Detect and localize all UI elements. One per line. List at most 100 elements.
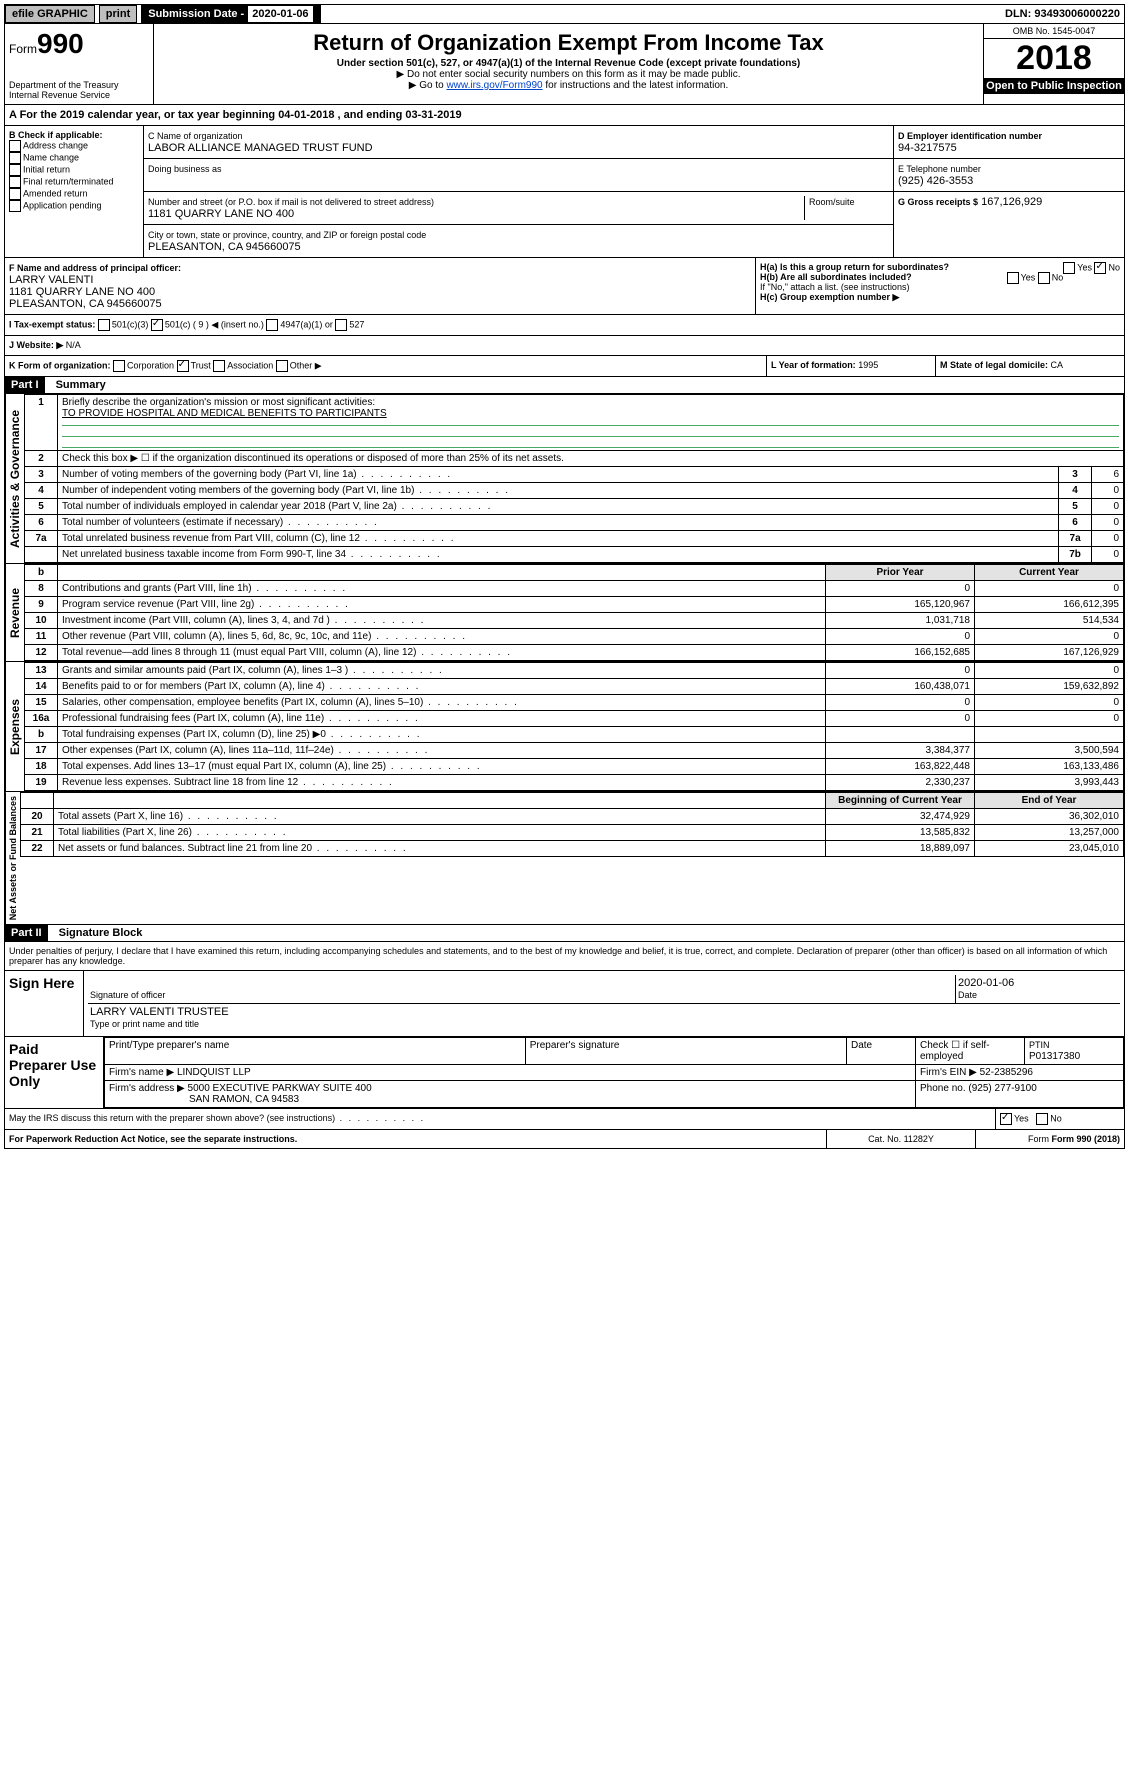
beg-year-hdr: Beginning of Current Year [826,793,975,809]
org-city: PLEASANTON, CA 945660075 [148,241,301,253]
pra-notice: For Paperwork Reduction Act Notice, see … [9,1134,297,1144]
form990-link[interactable]: www.irs.gov/Form990 [446,80,542,91]
org-address: 1181 QUARRY LANE NO 400 [148,208,294,220]
table-row: 12Total revenue—add lines 8 through 11 (… [25,645,1124,661]
subtitle-2: ▶ Do not enter social security numbers o… [158,69,979,80]
perjury-text: Under penalties of perjury, I declare th… [5,942,1124,970]
omb-number: OMB No. 1545-0047 [984,24,1124,39]
part1-title: Summary [48,379,106,391]
table-row: bTotal fundraising expenses (Part IX, co… [25,727,1124,743]
sig-officer-label: Signature of officer [90,990,165,1000]
box-b: B Check if applicable: Address change Na… [5,126,144,257]
prep-sig-hdr: Preparer's signature [525,1038,846,1065]
box-e-label: E Telephone number [898,164,981,174]
hc-label: H(c) Group exemption number ▶ [760,292,899,302]
officer-city: PLEASANTON, CA 945660075 [9,298,162,310]
room-label: Room/suite [809,197,855,207]
a4: 0 [1092,483,1124,499]
sign-here-label: Sign Here [5,971,84,1036]
line-a: A For the 2019 calendar year, or tax yea… [5,105,1124,125]
side-netassets: Net Assets or Fund Balances [5,792,20,924]
efile-button[interactable]: efile GRAPHIC [5,5,95,23]
box-g-label: G Gross receipts $ [898,197,978,207]
box-m-label: M State of legal domicile: [940,360,1048,370]
website-value: N/A [66,340,81,350]
box-j-label: J Website: ▶ [9,340,63,350]
open-public-badge: Open to Public Inspection [984,78,1124,94]
a7a: 0 [1092,531,1124,547]
officer-typed-name: LARRY VALENTI TRUSTEE [90,1006,229,1018]
gross-receipts: 167,126,929 [981,196,1042,208]
prep-date-hdr: Date [847,1038,916,1065]
subdate-value: 2020-01-06 [247,5,313,23]
table-row: 20Total assets (Part X, line 16)32,474,9… [21,809,1124,825]
dln-text: DLN: 93493006000220 [1001,6,1124,22]
cat-no: Cat. No. 11282Y [827,1130,976,1148]
subdate-label: Submission Date - 2020-01-06 [141,5,320,23]
a6: 0 [1092,515,1124,531]
firm-addr: 5000 EXECUTIVE PARKWAY SUITE 400 [188,1083,372,1094]
firm-ein: 52-2385296 [980,1067,1033,1078]
mission-text: TO PROVIDE HOSPITAL AND MEDICAL BENEFITS… [62,408,387,419]
ha-label: H(a) Is this a group return for subordin… [760,262,949,272]
addr-label: Number and street (or P.O. box if mail i… [148,197,434,207]
end-year-hdr: End of Year [975,793,1124,809]
subtitle-3: ▶ Go to www.irs.gov/Form990 for instruct… [158,80,979,91]
phone-value: (925) 426-3553 [898,175,973,187]
firm-phone: (925) 277-9100 [968,1083,1036,1094]
hb-label: H(b) Are all subordinates included? [760,272,912,282]
table-row: 18Total expenses. Add lines 13–17 (must … [25,759,1124,775]
side-expenses: Expenses [5,662,24,791]
city-label: City or town, state or province, country… [148,230,426,240]
year-formation: 1995 [858,360,878,370]
table-row: 10Investment income (Part VIII, column (… [25,613,1124,629]
box-k: K Form of organization: Corporation Trus… [5,356,767,376]
part1-label: Part I [5,377,45,393]
table-row: 11Other revenue (Part VIII, column (A), … [25,629,1124,645]
table-row: 16aProfessional fundraising fees (Part I… [25,711,1124,727]
subtitle-1: Under section 501(c), 527, or 4947(a)(1)… [158,58,979,69]
paid-preparer-label: Paid Preparer Use Only [5,1037,104,1108]
part2-title: Signature Block [51,927,143,939]
q2: Check this box ▶ ☐ if the organization d… [58,451,1124,467]
print-button[interactable]: print [99,5,137,23]
form-footer: Form Form 990 (2018) [976,1130,1124,1148]
table-row: 21Total liabilities (Part X, line 26)13,… [21,825,1124,841]
box-i: I Tax-exempt status: 501(c)(3) 501(c) ( … [5,315,1124,335]
part2-label: Part II [5,925,48,941]
firm-addr2: SAN RAMON, CA 94583 [109,1094,299,1105]
side-revenue: Revenue [5,564,24,661]
discuss-q: May the IRS discuss this return with the… [9,1113,425,1123]
a3: 6 [1092,467,1124,483]
side-governance: Activities & Governance [5,394,24,563]
dba-label: Doing business as [148,164,222,174]
table-row: 9Program service revenue (Part VIII, lin… [25,597,1124,613]
table-row: 19Revenue less expenses. Subtract line 1… [25,775,1124,791]
table-row: 13Grants and similar amounts paid (Part … [25,663,1124,679]
firm-name: LINDQUIST LLP [177,1067,251,1078]
sig-date: 2020-01-06 [958,977,1014,989]
table-row: 17Other expenses (Part IX, column (A), l… [25,743,1124,759]
box-d-label: D Employer identification number [898,131,1042,141]
top-bar: efile GRAPHIC print Submission Date - 20… [4,4,1125,24]
org-name: LABOR ALLIANCE MANAGED TRUST FUND [148,142,373,154]
officer-addr: 1181 QUARRY LANE NO 400 [9,286,155,298]
q1: Briefly describe the organization's miss… [62,397,375,408]
domicile: CA [1051,360,1064,370]
self-emp-label: Check ☐ if self-employed [916,1038,1025,1065]
table-row: 8Contributions and grants (Part VIII, li… [25,581,1124,597]
a7b: 0 [1092,547,1124,563]
hb-note: If "No," attach a list. (see instruction… [760,282,1120,292]
box-c-label: C Name of organization [148,131,243,141]
ptin-value: P01317380 [1029,1051,1080,1062]
form-number: Form990 [9,28,149,60]
a5: 0 [1092,499,1124,515]
table-row: 15Salaries, other compensation, employee… [25,695,1124,711]
table-row: 22Net assets or fund balances. Subtract … [21,841,1124,857]
current-year-hdr: Current Year [975,565,1124,581]
box-f-label: F Name and address of principal officer: [9,263,181,273]
prior-year-hdr: Prior Year [826,565,975,581]
table-row: 14Benefits paid to or for members (Part … [25,679,1124,695]
box-l-label: L Year of formation: [771,360,856,370]
tax-year: 2018 [984,39,1124,78]
